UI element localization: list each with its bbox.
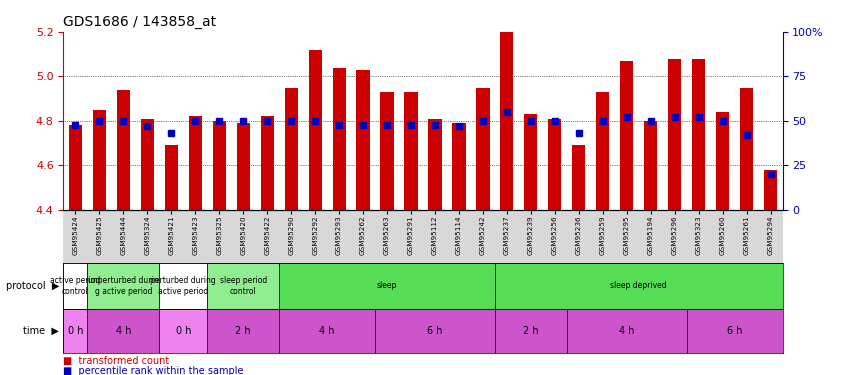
Bar: [620, 61, 634, 210]
Bar: [687, 309, 783, 352]
Bar: [165, 146, 178, 210]
Bar: [159, 262, 207, 309]
Bar: [309, 50, 321, 210]
Text: 2 h: 2 h: [523, 326, 539, 336]
Bar: [212, 121, 226, 210]
Bar: [207, 262, 279, 309]
Bar: [189, 117, 202, 210]
Text: sleep: sleep: [376, 281, 398, 290]
Bar: [279, 309, 375, 352]
Bar: [63, 309, 87, 352]
Bar: [572, 146, 585, 210]
Bar: [117, 90, 130, 210]
Bar: [332, 68, 346, 210]
Bar: [375, 309, 495, 352]
Text: 0 h: 0 h: [68, 326, 83, 336]
Bar: [284, 87, 298, 210]
Bar: [140, 119, 154, 210]
Bar: [207, 309, 279, 352]
Text: protocol  ▶: protocol ▶: [6, 281, 59, 291]
Text: 4 h: 4 h: [619, 326, 634, 336]
Bar: [69, 125, 82, 210]
Bar: [764, 170, 777, 210]
Bar: [93, 110, 106, 210]
Bar: [63, 262, 87, 309]
Bar: [356, 70, 370, 210]
Text: sleep deprived: sleep deprived: [611, 281, 667, 290]
Bar: [525, 114, 537, 210]
Bar: [159, 309, 207, 352]
Bar: [567, 309, 687, 352]
Bar: [740, 87, 753, 210]
Bar: [495, 262, 783, 309]
Text: unperturbed durin
g active period: unperturbed durin g active period: [88, 276, 159, 296]
Text: 0 h: 0 h: [176, 326, 191, 336]
Bar: [644, 121, 657, 210]
Text: ■  percentile rank within the sample: ■ percentile rank within the sample: [63, 366, 244, 375]
Bar: [237, 123, 250, 210]
Bar: [453, 123, 465, 210]
Text: 2 h: 2 h: [235, 326, 251, 336]
Bar: [404, 92, 418, 210]
Bar: [668, 58, 681, 210]
Text: 4 h: 4 h: [320, 326, 335, 336]
Text: ■  transformed count: ■ transformed count: [63, 356, 170, 366]
Bar: [495, 309, 567, 352]
Bar: [548, 119, 562, 210]
Bar: [261, 117, 274, 210]
Text: 6 h: 6 h: [727, 326, 742, 336]
Bar: [596, 92, 609, 210]
Bar: [279, 262, 495, 309]
Text: GDS1686 / 143858_at: GDS1686 / 143858_at: [63, 15, 217, 30]
Bar: [476, 87, 490, 210]
Bar: [692, 58, 706, 210]
Text: time  ▶: time ▶: [24, 326, 59, 336]
Bar: [716, 112, 729, 210]
Text: 6 h: 6 h: [427, 326, 442, 336]
Text: 4 h: 4 h: [116, 326, 131, 336]
Text: sleep period
control: sleep period control: [220, 276, 266, 296]
Bar: [500, 32, 514, 210]
Bar: [87, 309, 159, 352]
Text: perturbed during
active period: perturbed during active period: [151, 276, 217, 296]
Bar: [428, 119, 442, 210]
Bar: [381, 92, 393, 210]
Text: active period
control: active period control: [50, 276, 101, 296]
Bar: [87, 262, 159, 309]
